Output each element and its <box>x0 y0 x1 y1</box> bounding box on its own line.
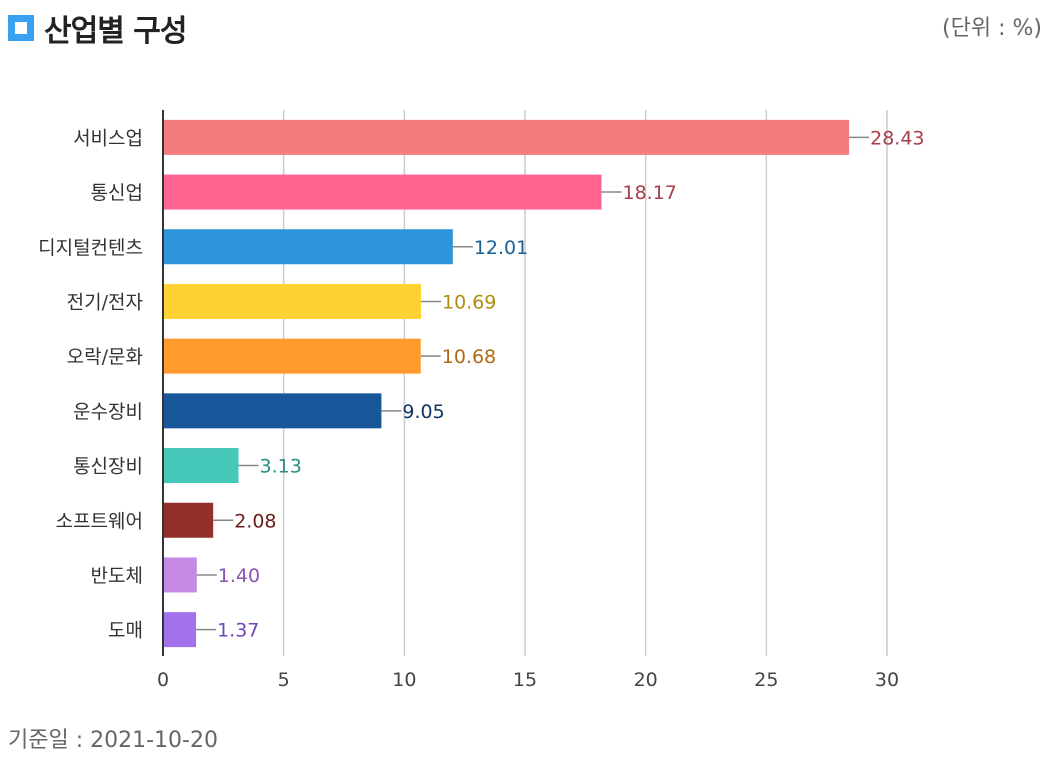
bar <box>163 119 850 155</box>
category-label: 디지털컨텐츠 <box>38 237 143 259</box>
square-bullet-icon <box>8 15 34 41</box>
x-tick-label: 5 <box>278 669 290 691</box>
x-tick-label: 30 <box>875 669 899 691</box>
bar <box>163 174 602 210</box>
data-label: 3.13 <box>260 456 302 478</box>
data-label: 10.68 <box>442 346 496 368</box>
category-label: 오락/문화 <box>67 346 143 368</box>
data-label: 28.43 <box>870 127 924 149</box>
data-label: 18.17 <box>623 182 677 204</box>
unit-label: (단위 : %) <box>942 16 1042 41</box>
category-label: 전기/전자 <box>67 291 143 313</box>
data-label: 1.37 <box>217 620 259 642</box>
x-tick-label: 20 <box>634 669 658 691</box>
bar <box>163 502 214 538</box>
category-label: 운수장비 <box>73 401 143 423</box>
bar <box>163 229 453 265</box>
category-label: 서비스업 <box>73 127 143 149</box>
bar <box>163 338 421 374</box>
base-date-label: 기준일 : 2021-10-20 <box>8 728 218 753</box>
x-tick-label: 15 <box>513 669 537 691</box>
bar <box>163 283 421 319</box>
bar <box>163 393 382 429</box>
category-label: 소프트웨어 <box>56 510 143 532</box>
x-tick-label: 0 <box>157 669 169 691</box>
category-label: 통신업 <box>91 182 143 204</box>
chart-header: 산업별 구성 <box>8 6 187 50</box>
category-label: 통신장비 <box>73 456 143 478</box>
data-label: 10.69 <box>442 291 496 313</box>
x-tick-label: 10 <box>392 669 416 691</box>
page-title: 산업별 구성 <box>44 14 187 49</box>
data-label: 9.05 <box>402 401 444 423</box>
bar <box>163 448 239 484</box>
data-label: 2.08 <box>234 510 276 532</box>
data-label: 1.40 <box>218 565 260 587</box>
bar <box>163 557 197 593</box>
x-tick-label: 25 <box>754 669 778 691</box>
bar <box>163 612 197 648</box>
category-label: 반도체 <box>91 565 143 587</box>
category-label: 도매 <box>108 620 143 642</box>
data-label: 12.01 <box>474 237 528 259</box>
